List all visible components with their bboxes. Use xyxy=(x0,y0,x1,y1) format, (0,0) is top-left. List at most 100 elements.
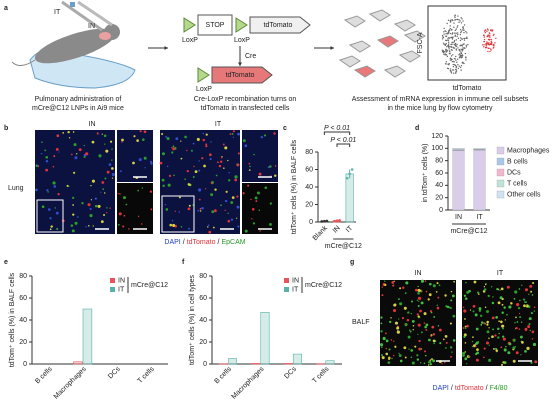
cell-dot xyxy=(227,219,231,223)
cell-dot xyxy=(396,326,400,330)
syringe xyxy=(61,0,103,32)
group-label: mCre@C12 xyxy=(305,282,342,289)
cell-dot xyxy=(497,336,500,339)
cell-dot xyxy=(449,322,452,325)
event-dot xyxy=(455,70,458,72)
event-dot xyxy=(490,38,492,41)
event-dot xyxy=(456,61,458,64)
cell-dot xyxy=(445,347,447,349)
cell-dot xyxy=(35,188,38,192)
cell-dot xyxy=(495,347,498,350)
event-dot xyxy=(457,64,459,66)
event-dot xyxy=(454,34,457,37)
cell-dot xyxy=(495,349,499,352)
cell-dot xyxy=(228,172,230,174)
event-dot xyxy=(461,61,464,64)
cell-dot xyxy=(513,298,516,300)
cell-dot xyxy=(264,134,267,137)
cell-dot xyxy=(103,214,106,216)
cell xyxy=(348,40,371,53)
event-dot xyxy=(487,29,489,31)
event-dot xyxy=(463,24,466,26)
cell-dot xyxy=(486,330,490,334)
cell-dot xyxy=(410,356,413,359)
cell-dot xyxy=(162,184,165,188)
event-dot xyxy=(490,41,492,43)
y-tick-label: 0 xyxy=(23,361,27,368)
event-dot xyxy=(452,54,454,56)
event-dot xyxy=(454,68,457,71)
y-tick-label: 60 xyxy=(199,295,207,302)
cell-dot xyxy=(74,221,78,225)
cell-dot xyxy=(466,363,468,365)
event-dot xyxy=(449,68,452,70)
cell-dot xyxy=(414,345,417,348)
event-dot xyxy=(459,20,461,22)
legend-swatch xyxy=(496,179,505,188)
event-dot xyxy=(457,33,459,36)
event-dot xyxy=(452,46,454,49)
event-dot xyxy=(492,47,494,49)
cell-dot xyxy=(502,337,506,341)
event-dot xyxy=(450,43,452,46)
cell-dot xyxy=(486,310,489,314)
event-dot xyxy=(442,42,445,44)
cell-dot xyxy=(506,285,510,289)
cell-dot xyxy=(512,346,516,350)
cell-dot xyxy=(390,317,392,319)
event-dot xyxy=(457,67,460,70)
cell-dot xyxy=(519,316,522,319)
cell-dot xyxy=(274,165,277,167)
arrow-head xyxy=(330,46,334,50)
cell-dot xyxy=(211,210,215,214)
cell-dot xyxy=(150,162,153,165)
cell-dot xyxy=(227,212,229,214)
bar xyxy=(82,308,93,365)
y-axis-label: tdTom⁺ cells (%) in BALF cells xyxy=(291,139,298,234)
cell-dot xyxy=(483,347,486,350)
cell-dot xyxy=(462,327,465,330)
data-point xyxy=(323,219,326,223)
stain-name: tdTomato xyxy=(187,239,216,246)
cell-dot xyxy=(471,340,474,343)
event-dot xyxy=(443,31,445,33)
stain-legend: DAPI / tdTomato / EpCAM xyxy=(164,239,245,246)
event-dot xyxy=(490,42,492,45)
cell-dot xyxy=(526,346,530,350)
cell-dot xyxy=(406,318,410,322)
cell-dot xyxy=(104,177,107,180)
cell-dot xyxy=(394,345,397,348)
cell-dot xyxy=(399,287,402,290)
event-dot xyxy=(465,56,467,58)
cell-dot xyxy=(476,291,480,294)
cell-dot xyxy=(227,159,229,162)
event-dot xyxy=(445,51,447,53)
event-dot xyxy=(447,30,450,32)
cell-dot xyxy=(186,169,189,173)
flow-axis-label: tdTomato xyxy=(453,85,482,92)
cell-dot xyxy=(524,288,529,292)
x-tick-label: T cells xyxy=(137,365,157,385)
event-dot xyxy=(452,65,455,68)
cell-dot xyxy=(449,306,452,309)
event-dot xyxy=(447,45,449,47)
cell-dot xyxy=(187,207,191,211)
event-dot xyxy=(453,41,456,43)
cell-dot xyxy=(105,149,109,153)
panel-label: b xyxy=(4,125,8,132)
cell-dot xyxy=(532,342,537,347)
stain-name: EpCAM xyxy=(221,239,245,246)
data-point xyxy=(350,168,354,171)
cell-dot xyxy=(483,286,486,288)
event-dot xyxy=(449,52,451,55)
event-dot xyxy=(449,20,452,22)
cell-dot xyxy=(475,327,479,331)
caption: in the mice lung by flow cytometry xyxy=(387,105,493,112)
event-dot xyxy=(459,33,462,36)
cell-dot xyxy=(472,336,474,338)
cell-dot xyxy=(108,163,112,166)
event-dot xyxy=(457,25,459,27)
event-dot xyxy=(488,47,490,50)
cell-dot xyxy=(255,200,258,203)
cell-dot xyxy=(159,161,163,165)
